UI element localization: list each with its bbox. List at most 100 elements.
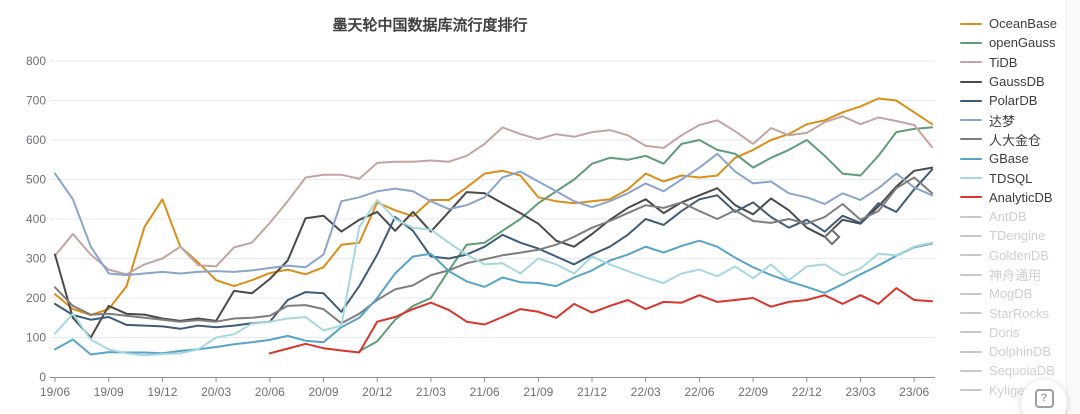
legend-swatch-icon (960, 389, 982, 392)
legend-swatch-icon (960, 138, 982, 141)
x-axis-label-19/12: 19/12 (147, 385, 177, 399)
legend-item-SequoiaDB[interactable]: SequoiaDB (960, 361, 1070, 380)
legend-item-PolarDB[interactable]: PolarDB (960, 91, 1070, 110)
y-axis-label-700: 700 (26, 94, 46, 108)
legend-label: DolphinDB (989, 344, 1052, 360)
line-chart-plot: 0 100 200 300 400 500 600 700 800 19/06 19/09 19/12… (26, 54, 935, 399)
series-line-PolarDB (54, 168, 934, 330)
x-axis-label-23/03: 23/03 (845, 385, 875, 399)
series-line-TiDB (54, 115, 934, 276)
series-line-达梦 (54, 152, 934, 277)
y-axis-label-400: 400 (26, 212, 46, 226)
legend-swatch-icon (960, 234, 982, 237)
legend-item-AnalyticDB[interactable]: AnalyticDB (960, 188, 1070, 207)
legend-label: 神舟通用 (989, 268, 1042, 283)
legend-label: 人大金仓 (989, 132, 1042, 148)
legend-item-TDSQL[interactable]: TDSQL (960, 168, 1070, 187)
x-axis-label-22/03: 22/03 (631, 385, 661, 399)
legend-swatch-icon (960, 196, 982, 199)
legend-label: TiDB (989, 54, 1018, 70)
legend-item-GaussDB[interactable]: GaussDB (960, 72, 1070, 91)
series-line-GBase (54, 239, 934, 356)
legend-label: GBase (989, 151, 1029, 167)
x-axis-label-22/09: 22/09 (738, 385, 768, 399)
y-axis-label-200: 200 (26, 291, 46, 305)
x-axis-label-23/06: 23/06 (899, 385, 929, 399)
legend-label: AntDB (989, 209, 1027, 225)
x-axis-label-22/06: 22/06 (684, 385, 714, 399)
x-axis-label-21/06: 21/06 (470, 385, 500, 399)
chart-title: 墨天轮中国数据库流行度排行 (332, 17, 528, 34)
x-axis-label-20/06: 20/06 (255, 385, 285, 399)
legend-item-神舟通用[interactable]: 神舟通用 (960, 265, 1070, 284)
legend-label: OceanBase (989, 16, 1057, 32)
legend-item-TiDB[interactable]: TiDB (960, 53, 1070, 72)
legend-label: 达梦 (989, 113, 1016, 129)
legend-item-Doris[interactable]: Doris (960, 323, 1070, 342)
legend-swatch-icon (960, 99, 982, 102)
legend-label: AnalyticDB (989, 189, 1053, 205)
legend-item-OceanBase[interactable]: OceanBase (960, 14, 1070, 33)
series-line-人大金仓 (54, 176, 934, 325)
legend-item-AntDB[interactable]: AntDB (960, 207, 1070, 226)
x-axis-label-21/03: 21/03 (416, 385, 446, 399)
legend-label: PolarDB (989, 93, 1038, 109)
series-line-AnalyticDB (268, 287, 934, 355)
legend-swatch-icon (960, 22, 982, 25)
series-line-GaussDB (54, 166, 934, 339)
y-axis-label-100: 100 (26, 331, 46, 345)
x-axis-label-20/03: 20/03 (201, 385, 231, 399)
series-line-TDSQL (54, 199, 934, 357)
legend-swatch-icon (960, 369, 982, 372)
legend-item-人大金仓[interactable]: 人大金仓 (960, 130, 1070, 149)
x-axis-label-20/09: 20/09 (308, 385, 338, 399)
help-button[interactable]: ? (1021, 380, 1067, 414)
legend-swatch-icon (960, 254, 982, 257)
x-axis-label-19/06: 19/06 (40, 385, 70, 399)
y-axis-label-500: 500 (26, 173, 46, 187)
legend-swatch-icon (960, 273, 982, 276)
legend-swatch-icon (960, 215, 982, 218)
legend-label: StarRocks (989, 305, 1049, 321)
legend-item-DolphinDB[interactable]: DolphinDB (960, 342, 1070, 361)
x-axis-label-21/12: 21/12 (577, 385, 607, 399)
legend-swatch-icon (960, 119, 982, 122)
legend-item-GBase[interactable]: GBase (960, 149, 1070, 168)
legend-swatch-icon (960, 177, 982, 180)
legend-label: TDengine (989, 228, 1046, 244)
legend-label: Doris (989, 324, 1020, 340)
y-axis-label-600: 600 (26, 133, 46, 147)
y-axis-label-0: 0 (39, 370, 46, 384)
legend-label: openGauss (989, 35, 1056, 51)
legend-label: TDSQL (989, 170, 1033, 186)
legend-swatch-icon (960, 157, 982, 160)
legend-item-GoldenDB[interactable]: GoldenDB (960, 246, 1070, 265)
x-axis-label-22/12: 22/12 (792, 385, 822, 399)
x-axis-label-21/09: 21/09 (523, 385, 553, 399)
legend-label: GaussDB (989, 74, 1045, 90)
legend-swatch-icon (960, 331, 982, 334)
legend-swatch-icon (960, 312, 982, 315)
series-line-openGauss (358, 126, 934, 353)
x-axis-label-20/12: 20/12 (362, 385, 392, 399)
y-axis-label-800: 800 (26, 54, 46, 68)
legend-swatch-icon (960, 41, 982, 44)
legend-item-MogDB[interactable]: MogDB (960, 284, 1070, 303)
legend-label: SequoiaDB (989, 363, 1055, 379)
legend-swatch-icon (960, 80, 982, 83)
legend-item-TDengine[interactable]: TDengine (960, 226, 1070, 245)
legend-swatch-icon (960, 292, 982, 295)
legend-swatch-icon (960, 350, 982, 353)
legend-label: GoldenDB (989, 247, 1049, 263)
question-mark-icon: ? (1034, 389, 1054, 408)
page-scrollbar[interactable] (1066, 0, 1080, 414)
x-axis-label-19/09: 19/09 (94, 385, 124, 399)
legend-item-达梦[interactable]: 达梦 (960, 110, 1070, 129)
legend-label: MogDB (989, 286, 1033, 302)
y-axis-label-300: 300 (26, 252, 46, 266)
legend-item-StarRocks[interactable]: StarRocks (960, 303, 1070, 322)
legend-item-openGauss[interactable]: openGauss (960, 33, 1070, 52)
legend-swatch-icon (960, 61, 982, 64)
chart-legend: OceanBase openGauss TiDB GaussDB PolarDB 达梦人大… (960, 14, 1070, 400)
